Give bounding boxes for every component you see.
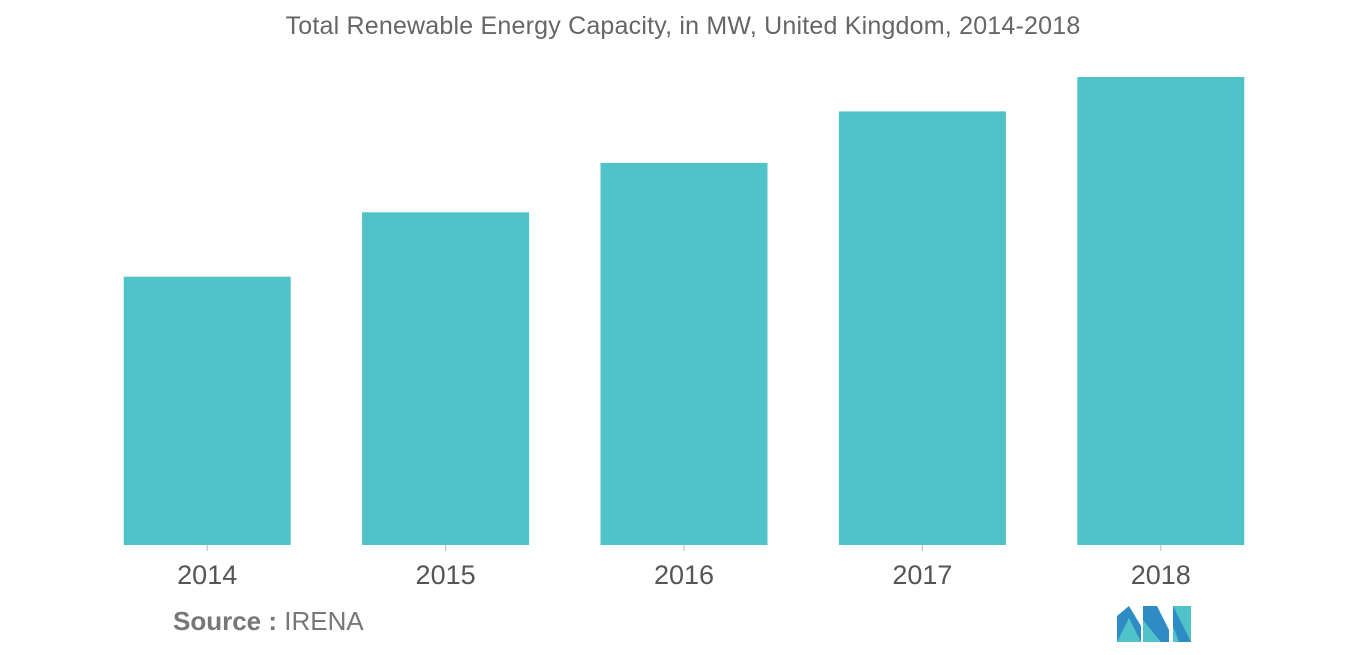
source-note: Source : IRENA — [173, 606, 364, 637]
bar-chart: 2014 2015 2016 2017 2018 — [123, 77, 1245, 590]
x-tick-label: 2018 — [1131, 560, 1191, 590]
bars-layer — [123, 77, 1245, 546]
x-tick-label: 2017 — [892, 560, 952, 590]
bar-2014 — [123, 276, 291, 545]
source-value: IRENA — [284, 606, 364, 636]
x-tick-label: 2015 — [416, 560, 476, 590]
x-tick-label: 2016 — [654, 560, 714, 590]
company-logo-icon — [1117, 606, 1191, 642]
chart-title: Total Renewable Energy Capacity, in MW, … — [285, 12, 1081, 40]
source-label: Source : — [173, 606, 278, 636]
x-axis: 2014 2015 2016 2017 2018 — [177, 545, 1191, 590]
bar-2018 — [1077, 77, 1245, 545]
bar-2016 — [600, 162, 768, 545]
x-tick-label: 2014 — [177, 560, 237, 590]
bar-2015 — [362, 212, 530, 546]
bar-2017 — [838, 111, 1006, 546]
